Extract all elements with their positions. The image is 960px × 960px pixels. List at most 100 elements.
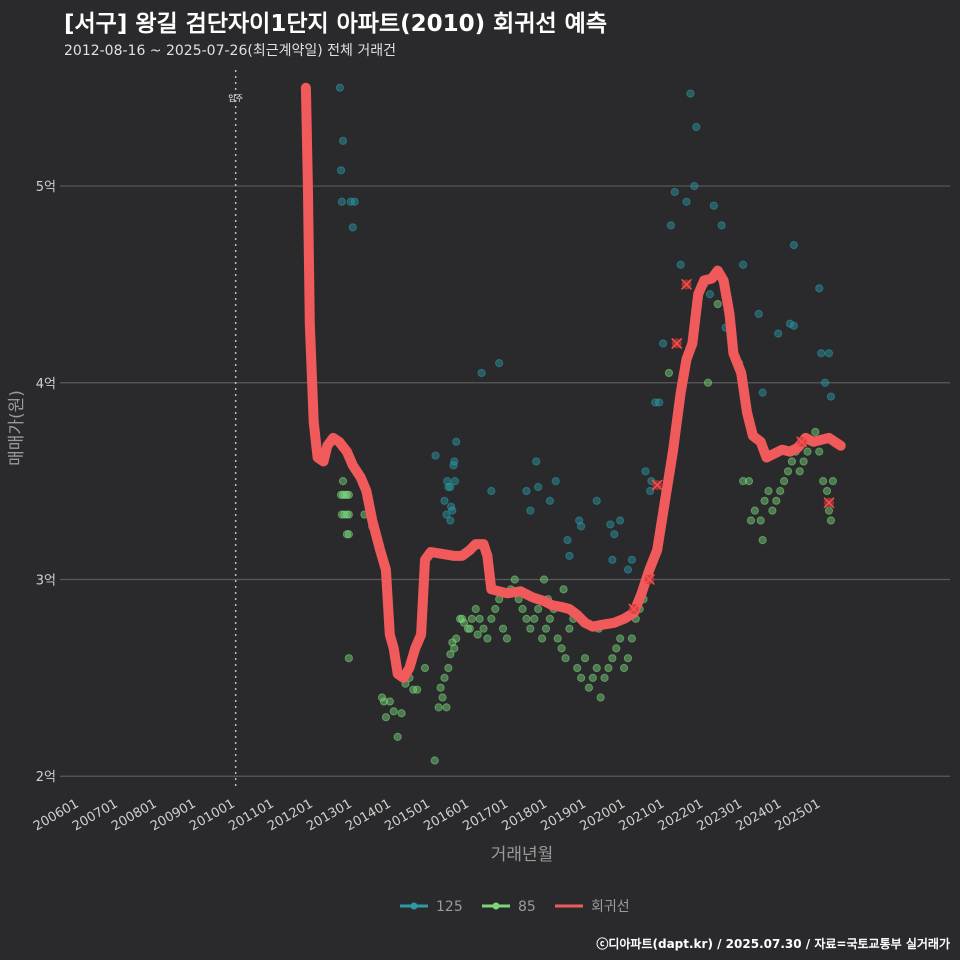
point-125	[442, 510, 451, 519]
point-125	[440, 496, 449, 505]
y-tick-label: 3억	[36, 573, 56, 588]
point-85	[467, 614, 476, 623]
point-85	[381, 713, 391, 722]
point-85	[565, 624, 574, 633]
annotation-layer: 입주	[228, 70, 243, 790]
point-85	[450, 644, 459, 653]
point-85	[389, 707, 398, 716]
point-85	[764, 486, 773, 496]
point-85	[588, 673, 597, 682]
trend-layer	[300, 82, 846, 683]
point-85	[393, 732, 402, 741]
recent-marker-x	[796, 436, 808, 448]
point-125	[682, 197, 691, 206]
point-85	[487, 614, 496, 623]
point-85	[750, 506, 759, 515]
legend: 125 85 회귀선	[400, 899, 630, 915]
point-85	[776, 486, 785, 496]
point-85	[338, 477, 348, 486]
point-125	[477, 368, 486, 378]
point-85	[758, 536, 767, 545]
point-125	[575, 516, 584, 525]
point-125	[563, 536, 572, 545]
point-125	[446, 516, 455, 525]
point-85	[787, 457, 797, 466]
grid-layer	[60, 185, 950, 777]
recent-marker-x	[680, 278, 693, 290]
chart-subtitle: 2012-08-16 ~ 2025-07-26(최근계약일) 전체 거래건	[64, 43, 396, 59]
point-85	[385, 697, 394, 706]
point-85	[344, 530, 353, 539]
point-85	[739, 477, 748, 486]
point-125	[336, 166, 346, 175]
point-125	[785, 319, 795, 328]
trend-line	[300, 82, 846, 683]
point-125	[534, 482, 543, 492]
point-125	[655, 398, 664, 407]
point-125	[565, 551, 574, 560]
point-85	[438, 693, 447, 702]
point-85	[436, 683, 445, 692]
point-85	[573, 663, 582, 673]
point-125	[774, 329, 783, 338]
point-85	[483, 634, 492, 643]
point-85	[780, 477, 789, 486]
point-85	[811, 427, 820, 437]
point-85	[713, 299, 722, 309]
point-85	[420, 663, 430, 673]
point-85	[746, 516, 756, 525]
point-85	[744, 477, 754, 486]
recent-marker-x	[628, 603, 640, 615]
point-85	[664, 368, 674, 378]
point-125	[522, 486, 531, 496]
point-85	[413, 685, 422, 694]
point-85	[344, 490, 353, 500]
source-footer: ⓒ디아파트(dapt.kr) / 2025.07.30 / 자료=국토교통부 실…	[596, 937, 950, 951]
point-125	[670, 187, 679, 197]
x-tick-label: 202501	[773, 796, 823, 834]
point-85	[619, 663, 629, 673]
point-85	[471, 604, 480, 614]
point-125	[551, 477, 560, 486]
point-125	[532, 457, 541, 466]
point-125	[452, 437, 461, 446]
point-85	[803, 447, 812, 456]
point-125	[826, 392, 836, 401]
point-85	[703, 378, 713, 387]
point-125	[666, 221, 675, 230]
point-85	[822, 486, 832, 496]
point-85	[612, 644, 621, 653]
point-85	[541, 624, 551, 633]
point-85	[557, 644, 566, 653]
legend-label: 회귀선	[591, 899, 630, 915]
point-125	[526, 506, 535, 515]
point-85	[522, 614, 531, 623]
y-axis: 2억 3억 4억 5억	[36, 180, 56, 785]
chart-title: [서구] 왕길 검단자이1단지 아파트(2010) 회귀선 예측	[64, 11, 607, 37]
point-125	[487, 486, 496, 496]
point-85	[604, 663, 613, 673]
point-85	[828, 477, 837, 486]
point-125	[692, 122, 701, 132]
point-125	[646, 486, 655, 496]
point-125	[495, 358, 504, 368]
y-tick-label: 2억	[36, 770, 56, 785]
point-85	[457, 614, 467, 623]
recent-marker-x	[643, 573, 655, 586]
point-85	[596, 693, 605, 702]
point-125	[709, 201, 718, 210]
point-125	[789, 321, 798, 330]
point-85	[498, 624, 508, 633]
point-85	[553, 634, 562, 643]
point-125	[717, 221, 726, 230]
point-85	[772, 496, 781, 505]
point-85	[824, 506, 834, 515]
legend-label: 125	[436, 899, 463, 915]
point-125	[335, 83, 344, 92]
point-85	[459, 618, 469, 627]
point-125	[739, 260, 748, 269]
y-axis-label: 매매가(원)	[7, 390, 27, 466]
point-85	[608, 654, 617, 663]
point-125	[686, 89, 695, 98]
